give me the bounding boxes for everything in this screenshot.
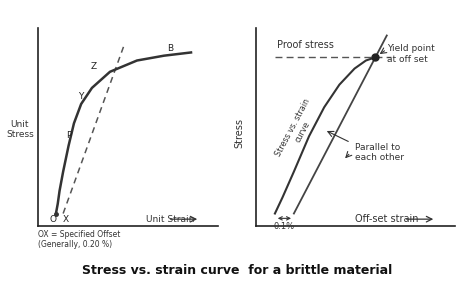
Text: Unit Strain: Unit Strain [146,215,194,224]
Text: Proof stress: Proof stress [277,40,334,50]
Text: Stress: Stress [234,118,244,148]
Text: Stress vs. strain
curve: Stress vs. strain curve [274,97,321,162]
Text: Parallel to
each other: Parallel to each other [355,143,403,162]
Text: Off-set strain: Off-set strain [355,215,418,224]
Text: Z: Z [91,62,97,70]
Text: O: O [50,215,57,224]
Text: Stress vs. strain curve  for a brittle material: Stress vs. strain curve for a brittle ma… [82,264,392,277]
Text: B: B [168,44,174,53]
Text: Unit
Stress: Unit Stress [6,120,34,140]
Text: X: X [63,215,69,224]
Text: Y: Y [78,92,84,101]
Text: Yield point
at off set: Yield point at off set [387,44,435,64]
Text: OX = Specified Offset
(Generally, 0.20 %): OX = Specified Offset (Generally, 0.20 %… [38,230,120,249]
Text: P: P [66,131,71,140]
Text: 0.1%: 0.1% [274,222,295,231]
